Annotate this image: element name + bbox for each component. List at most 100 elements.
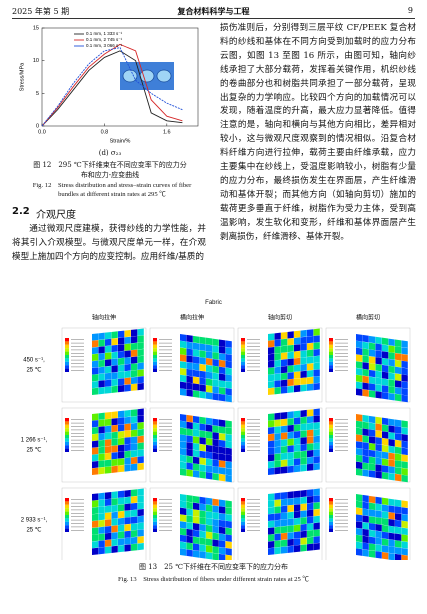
legend-color <box>241 344 245 349</box>
contour-cell <box>98 419 105 427</box>
contour-cell <box>401 461 408 469</box>
issue: 2025 年第 5 期 <box>12 7 70 16</box>
contour-cell <box>98 519 105 528</box>
contour-cell <box>375 363 382 372</box>
column-header: 轴向拉伸 <box>92 314 116 322</box>
contour-cell <box>388 379 395 387</box>
contour-cell <box>375 471 382 479</box>
contour-cell <box>193 376 200 385</box>
contour-cell <box>313 449 320 457</box>
contour-cell <box>307 530 314 538</box>
contour-cell <box>287 504 294 513</box>
legend-color <box>329 431 333 435</box>
contour-cell <box>294 545 301 553</box>
contour-cell <box>369 523 376 531</box>
contour-cell <box>362 334 369 343</box>
contour-cell <box>92 413 99 421</box>
legend-color <box>153 528 157 532</box>
contour-cell <box>206 504 213 512</box>
contour-cell <box>388 338 395 347</box>
contour-cell <box>362 421 369 430</box>
contour-cell <box>388 532 395 541</box>
contour-cell <box>199 496 206 505</box>
contour-cell <box>180 521 187 529</box>
contour-cell <box>369 529 376 538</box>
contour-cell <box>388 438 395 447</box>
contour-cell <box>118 417 125 425</box>
contour-cell <box>382 465 389 473</box>
contour-cell <box>180 468 187 476</box>
contour-cell <box>388 518 395 527</box>
legend-color <box>153 435 157 439</box>
contour-cell <box>206 351 213 359</box>
inset-fiber <box>156 69 172 83</box>
contour-cell <box>362 341 369 350</box>
contour-cell <box>206 451 213 460</box>
legend-color <box>65 441 69 446</box>
contour-cell <box>274 380 281 388</box>
contour-cell <box>180 507 187 516</box>
legend-color <box>65 338 69 342</box>
contour-cell <box>105 498 112 507</box>
contour-cell <box>382 472 389 480</box>
legend-color <box>241 421 245 425</box>
contour-cell <box>375 430 382 438</box>
contour-cell <box>137 348 144 357</box>
contour-cell <box>219 526 226 535</box>
contour-cell <box>92 460 99 469</box>
contour-cell <box>124 370 131 378</box>
contour-cell <box>212 452 219 461</box>
legend-color <box>153 358 157 362</box>
contour-cell <box>375 530 382 539</box>
legend-color <box>241 368 245 372</box>
contour-cell <box>369 429 376 437</box>
contour-cell <box>105 546 112 554</box>
contour-cell <box>111 424 118 433</box>
contour-cell <box>225 454 232 462</box>
contour-cell <box>268 547 275 556</box>
contour-cell <box>401 547 408 556</box>
contour-cell <box>307 376 314 385</box>
contour-cell <box>281 452 288 461</box>
contour-cell <box>118 424 125 432</box>
contour-cell <box>307 502 314 511</box>
contour-cell <box>281 439 288 447</box>
contour-cell <box>388 392 395 401</box>
contour-cell <box>180 541 187 550</box>
stress-contour <box>180 494 232 560</box>
contour-cell <box>212 552 219 560</box>
contour-cell <box>274 426 281 434</box>
contour-cell <box>137 342 144 350</box>
contour-cell <box>369 550 376 558</box>
contour-cell <box>300 544 307 552</box>
contour-cell <box>313 508 320 517</box>
contour-cell <box>294 437 301 446</box>
contour-cell <box>98 366 105 374</box>
contour-cell <box>225 534 232 542</box>
contour-cell <box>199 450 206 459</box>
contour-cell <box>362 368 369 377</box>
contour-cell <box>313 522 320 530</box>
contour-cell <box>225 507 232 515</box>
contour-cell <box>111 458 118 467</box>
contour-cell <box>92 534 99 542</box>
contour-cell <box>193 509 200 517</box>
contour-cell <box>375 510 382 518</box>
contour-cell <box>131 456 138 465</box>
legend-color <box>65 365 69 369</box>
contour-cell <box>92 426 99 435</box>
contour-cell <box>199 443 206 452</box>
contour-cell <box>313 542 320 551</box>
contour-cell <box>300 523 307 532</box>
contour-cell <box>193 369 200 378</box>
legend-color <box>241 338 245 342</box>
contour-cell <box>180 434 187 442</box>
legend-color <box>65 511 69 515</box>
contour-cell <box>193 335 200 344</box>
contour-cell <box>212 539 219 547</box>
contour-cell <box>111 372 118 380</box>
contour-cell <box>212 418 219 427</box>
contour-cell <box>274 359 281 368</box>
contour-cell <box>356 454 363 463</box>
contour-cell <box>98 359 105 368</box>
